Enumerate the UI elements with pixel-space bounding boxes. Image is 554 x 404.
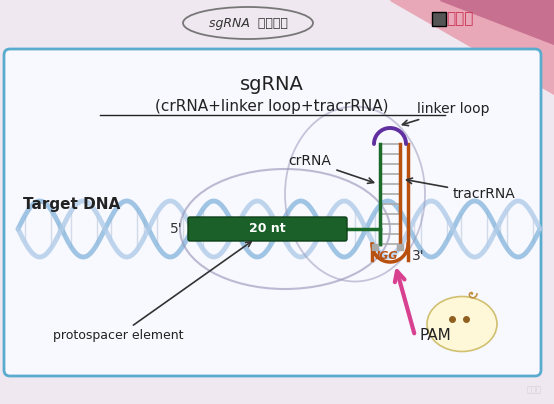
Text: tracrRNA: tracrRNA (407, 178, 516, 201)
Text: crRNA: crRNA (289, 154, 373, 183)
Text: linker loop: linker loop (402, 102, 489, 126)
Text: protospacer element: protospacer element (53, 242, 251, 343)
Text: 3': 3' (412, 249, 424, 263)
FancyBboxPatch shape (4, 49, 541, 376)
Text: sgRNA: sgRNA (240, 74, 304, 93)
FancyBboxPatch shape (188, 217, 347, 241)
Text: 20 nt: 20 nt (249, 223, 286, 236)
Polygon shape (390, 0, 554, 94)
Ellipse shape (427, 297, 497, 351)
Text: NGG: NGG (371, 251, 399, 261)
Text: 云课堂: 云课堂 (446, 11, 473, 27)
Text: 云课堂: 云课堂 (527, 385, 542, 394)
Polygon shape (440, 0, 554, 44)
Text: sgRNA  人为改造: sgRNA 人为改造 (208, 17, 288, 29)
Text: PAM: PAM (419, 328, 451, 343)
Text: Target DNA: Target DNA (23, 196, 121, 212)
FancyBboxPatch shape (432, 12, 446, 26)
Text: (crRNA+linker loop+tracrRNA): (crRNA+linker loop+tracrRNA) (155, 99, 389, 114)
Text: 5': 5' (171, 222, 183, 236)
